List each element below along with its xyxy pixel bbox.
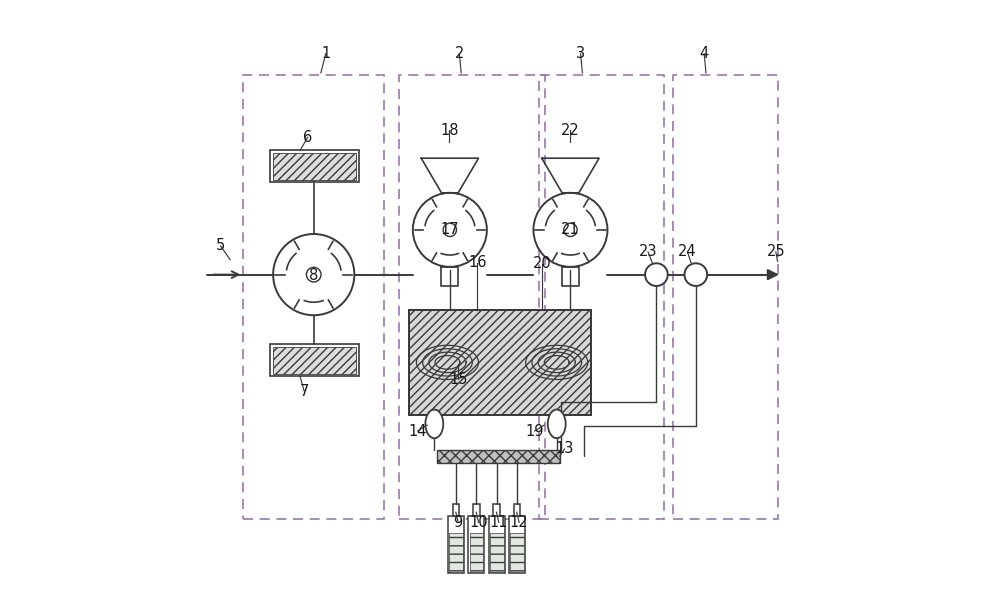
Text: 8: 8: [309, 268, 318, 284]
Text: 7: 7: [299, 383, 309, 399]
Bar: [273, 347, 356, 374]
Text: 19: 19: [525, 423, 544, 439]
Text: 4: 4: [700, 46, 709, 61]
Text: 10: 10: [469, 515, 488, 530]
Text: 21: 21: [561, 222, 580, 238]
Text: 16: 16: [468, 255, 487, 270]
Text: 20: 20: [532, 256, 551, 272]
Text: 3: 3: [576, 46, 585, 61]
Ellipse shape: [425, 410, 443, 438]
Bar: [399, 75, 545, 519]
Bar: [449, 533, 463, 572]
Bar: [510, 533, 524, 572]
Bar: [490, 533, 504, 572]
Bar: [493, 504, 500, 516]
Text: 25: 25: [767, 244, 785, 260]
Bar: [270, 344, 359, 376]
Text: 18: 18: [440, 122, 459, 138]
Text: 5: 5: [216, 238, 225, 254]
Bar: [489, 516, 505, 573]
Bar: [243, 75, 384, 519]
Text: 15: 15: [449, 371, 467, 387]
Bar: [270, 150, 359, 182]
Circle shape: [273, 234, 354, 315]
Bar: [470, 533, 483, 572]
Bar: [273, 153, 356, 180]
Text: 11: 11: [490, 515, 508, 530]
Text: 14: 14: [408, 423, 427, 439]
Circle shape: [306, 267, 321, 282]
Ellipse shape: [548, 410, 566, 438]
Bar: [448, 516, 464, 573]
Bar: [409, 310, 591, 415]
Circle shape: [443, 223, 457, 236]
Text: 22: 22: [561, 122, 580, 138]
Text: 13: 13: [555, 441, 574, 457]
Bar: [514, 504, 520, 516]
Text: 6: 6: [303, 130, 312, 145]
Bar: [409, 310, 591, 415]
Bar: [539, 75, 664, 519]
Circle shape: [413, 193, 487, 267]
Circle shape: [645, 263, 668, 286]
Text: 17: 17: [441, 222, 459, 238]
Bar: [673, 75, 778, 519]
Text: 9: 9: [454, 515, 463, 530]
Bar: [468, 516, 484, 573]
Bar: [473, 504, 480, 516]
Bar: [453, 504, 459, 516]
Text: 12: 12: [510, 515, 528, 530]
Circle shape: [533, 193, 607, 267]
Text: 1: 1: [321, 46, 330, 61]
Circle shape: [684, 263, 707, 286]
Text: 24: 24: [678, 244, 697, 260]
Text: 2: 2: [455, 46, 464, 61]
Text: 23: 23: [639, 244, 657, 260]
Bar: [437, 450, 560, 463]
Circle shape: [564, 223, 577, 236]
Bar: [509, 516, 525, 573]
